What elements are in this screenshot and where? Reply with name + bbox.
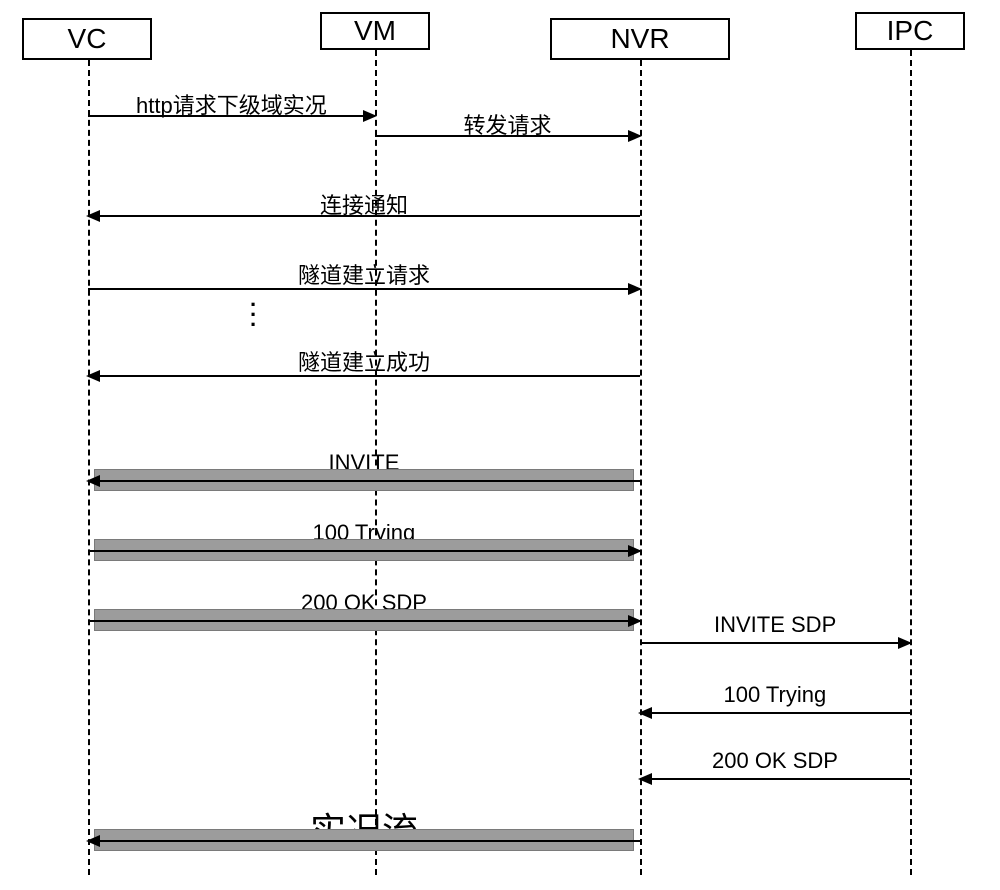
actor-nvr: NVR xyxy=(550,18,730,60)
msg-arrow-m1 xyxy=(88,115,375,117)
lifeline-nvr xyxy=(640,60,642,875)
msg-label-m5: 隧道建立成功 xyxy=(298,345,430,377)
msg-label-m10: 100 Trying xyxy=(724,682,827,708)
ellipsis-dots: ··· xyxy=(250,300,257,330)
lifeline-vc xyxy=(88,60,90,875)
msg-label-m4: 隧道建立请求 xyxy=(298,258,430,290)
sequence-canvas: VCVMNVRIPChttp请求下级域实况转发请求连接通知隧道建立请求隧道建立成… xyxy=(0,0,1000,890)
msg-arrow-m11 xyxy=(640,778,910,780)
msg-arrow-m12 xyxy=(88,840,640,842)
lifeline-ipc xyxy=(910,50,912,875)
actor-ipc: IPC xyxy=(855,12,965,50)
msg-arrow-m8 xyxy=(88,620,640,622)
msg-arrow-m2 xyxy=(375,135,640,137)
msg-arrow-m10 xyxy=(640,712,910,714)
msg-arrow-m4 xyxy=(88,288,640,290)
msg-label-m9: INVITE SDP xyxy=(714,612,836,638)
msg-arrow-m3 xyxy=(88,215,640,217)
msg-arrow-m7 xyxy=(88,550,640,552)
actor-vm: VM xyxy=(320,12,430,50)
actor-vc: VC xyxy=(22,18,152,60)
msg-arrow-m9 xyxy=(640,642,910,644)
msg-label-m11: 200 OK SDP xyxy=(712,748,838,774)
msg-arrow-m5 xyxy=(88,375,640,377)
msg-arrow-m6 xyxy=(88,480,640,482)
